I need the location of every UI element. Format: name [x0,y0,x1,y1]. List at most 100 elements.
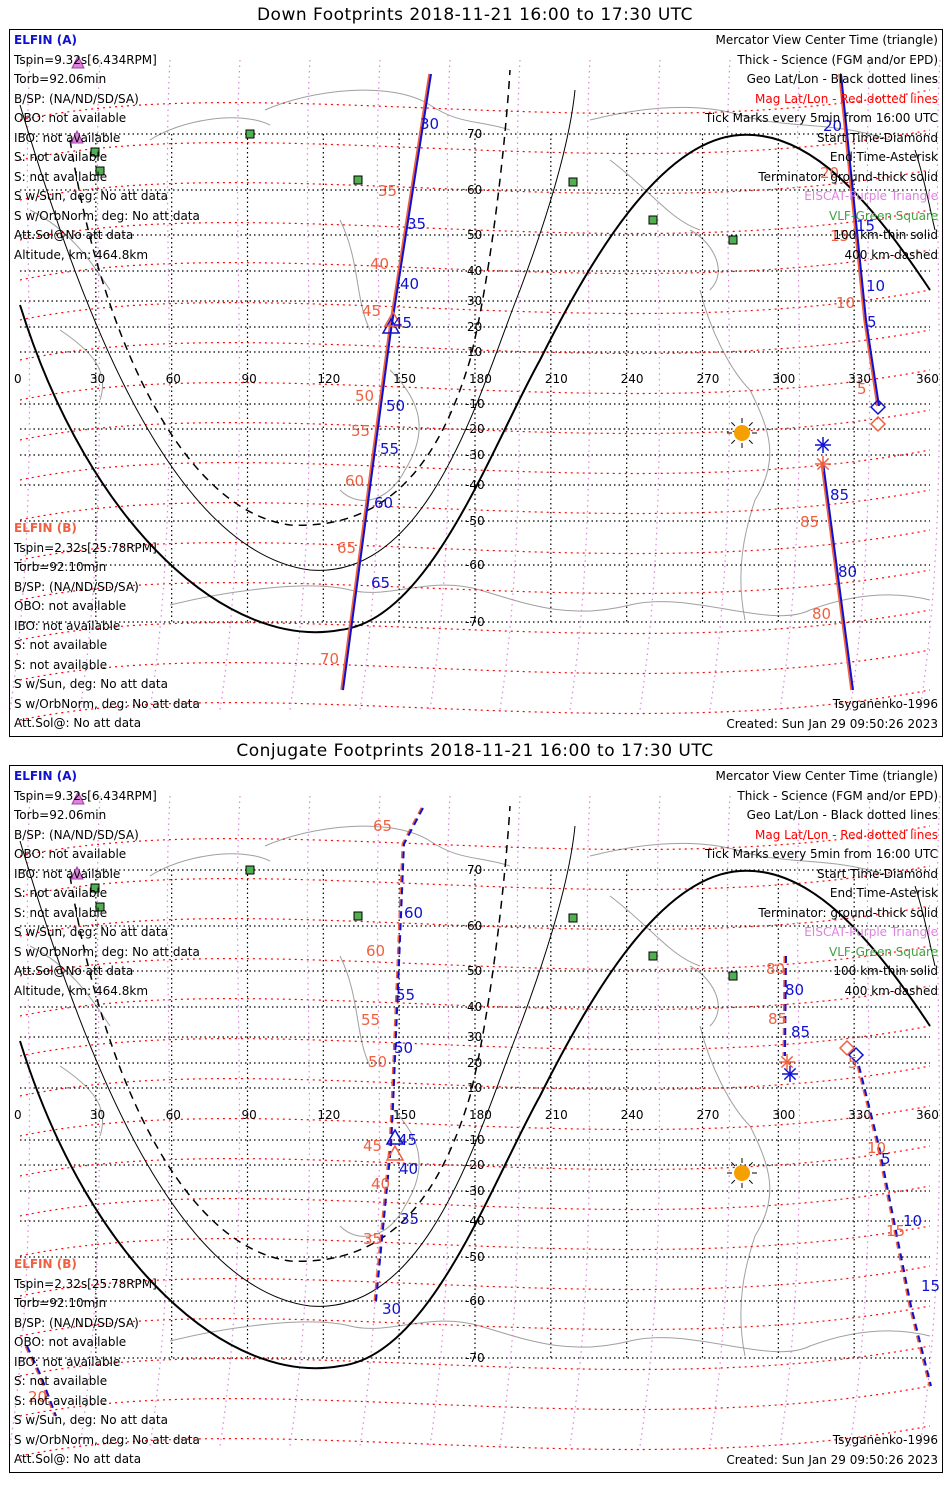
elfin-a-info-line: B/SP: (NA/ND/SD/SA) [14,91,139,106]
elfin-a-tick-label: 15 [856,217,875,235]
mag-lat-line [19,1425,931,1457]
elfin-b-info-line: S w/Sun, deg: No att data [14,677,168,691]
eiscat-purple-triangle-icon [71,790,85,805]
legend-item: Mag Lat/Lon - Red dotted lines [754,827,938,842]
elfin-b-info: ELFIN (B) Tspin=2.32s[25.78RPM] Torb=92.1… [14,1255,200,1472]
mag-lon-line [639,59,661,711]
elfin-b-tick-label: 70 [320,650,339,668]
elfin-a-info-line: S: not available [14,169,108,184]
lat-tick-label: -70 [465,1351,485,1365]
elfin-b-info-line: Tspin=2.32s[25.78RPM] [14,540,157,555]
elfin-b-tick-label: 85 [768,1010,787,1028]
mag-lat-line [19,489,931,521]
lon-tick-label: 120 [317,1108,340,1122]
coastline [699,1025,771,1357]
lat-tick-label: -20 [465,422,485,436]
legend-item: 100 km-thin solid [833,228,938,242]
lat-tick-label: -40 [465,1214,485,1228]
elfin-a-info-line: IBO: not available [14,866,121,881]
mag-lat-line [19,449,931,481]
mag-lon-line [639,795,661,1447]
vlf-green-square-icon [353,911,363,921]
mag-lat-line [19,1025,931,1057]
sun-ray [731,1162,736,1167]
terminator-400km [69,69,511,526]
mag-lon-line [79,59,101,711]
eiscat-purple-triangle-icon [70,129,84,144]
terminator-100km-east [914,149,936,231]
lat-tick-label: 40 [467,264,482,278]
lat-tick-label: -10 [465,1133,485,1147]
lat-tick-label: -30 [465,448,485,462]
elfin-b-tick-label: 45 [362,302,381,320]
legend-item: 100 km-thin solid [833,964,938,978]
mag-lat-line [19,1345,931,1377]
legend-item: Geo Lat/Lon - Black dotted lines [746,72,938,86]
lon-tick-label: 210 [545,1108,568,1122]
elfin-a-tick-label: 30 [382,1300,401,1318]
elfin-b-tick-label: 85 [800,513,819,531]
eiscat-purple-triangle-icon [71,54,85,69]
mag-lat-line [19,985,931,1017]
elfin-b-tick-label: 55 [361,1011,380,1029]
elfin-a-tick-label: 30 [420,115,439,133]
elfin-b-title: ELFIN (B) [14,521,77,535]
elfin-a-info-line: S: not available [14,886,108,900]
lat-tick-label: 20 [467,1056,482,1070]
elfin-a-info-line: S w/OrbNorm, deg: No att data [14,208,200,223]
eiscat-purple-triangle-icon [70,865,84,880]
created-timestamp: Created: Sun Jan 29 09:50:26 2023 [726,716,938,731]
lon-tick-label: 120 [317,372,340,386]
mag-lon-line [429,59,451,711]
elfin-b-tick-label: 80 [812,605,831,623]
elfin-b-info-line: IBO: not available [14,1354,121,1369]
elfin-b-tick-label: 10 [836,294,855,312]
elfin-a-title: ELFIN (A) [14,33,77,47]
mag-lon-line [10,795,31,1447]
coastline [589,842,891,877]
mag-lat-line [19,945,931,977]
lon-tick-label: 270 [697,1108,720,1122]
lon-tick-label: 60 [166,1108,181,1122]
sun-ray [748,1179,753,1184]
elfin-a-tick-label: 60 [374,494,393,512]
coastline [609,895,719,1027]
mag-lat-line [19,129,931,161]
elfin-b-info-line: S w/Sun, deg: No att data [14,1413,168,1427]
mag-lon-line [499,795,521,1447]
vlf-green-square-icon [90,883,100,893]
lon-tick-label: 150 [393,1108,416,1122]
lon-tick-label: 90 [242,1108,257,1122]
elfin-a-tick-label: 10 [903,1212,922,1230]
mag-lon-line [359,795,381,1447]
lon-tick-label: 90 [242,372,257,386]
mag-lon-line [289,59,311,711]
conjugate-footprints-map: 0 30 60 90 120 150 180 210 240 270 300 330 360 70 60 50… [9,765,943,1473]
mag-lon-line [499,59,521,711]
elfin-b-tick-label: 50 [368,1053,387,1071]
mag-lon-line [149,59,171,711]
coastline [169,1320,931,1353]
mag-lon-line [569,795,591,1447]
mag-lon-line [289,795,311,1447]
mag-lat-line [19,1225,931,1257]
mag-lat-line [19,169,931,201]
elfin-a-info-line: S: not available [14,905,108,920]
mag-lon-line [849,795,871,1447]
legend-item: Thick - Science (FGM and/or EPD) [737,788,938,803]
elfin-b-info-line: B/SP: (NA/ND/SD/SA) [14,579,139,594]
vlf-green-square-icon [353,175,363,185]
vlf-green-square-icon [95,166,105,176]
lon-tick-label: 360 [916,372,939,386]
coastline [149,89,511,141]
lat-tick-label: -60 [465,1294,485,1308]
coastline [699,289,771,621]
elfin-b-info-line: OBO: not available [14,599,127,613]
elfin-a-tick-label: 20 [823,117,842,135]
coastline [29,945,111,1137]
mag-lon-line [149,795,171,1447]
coastline [339,219,420,501]
elfin-a-info-line: Torb=92.06min [14,808,107,822]
lat-tick-label: -60 [465,558,485,572]
legend-item: EISCAT-Purple Triangle [804,925,938,939]
